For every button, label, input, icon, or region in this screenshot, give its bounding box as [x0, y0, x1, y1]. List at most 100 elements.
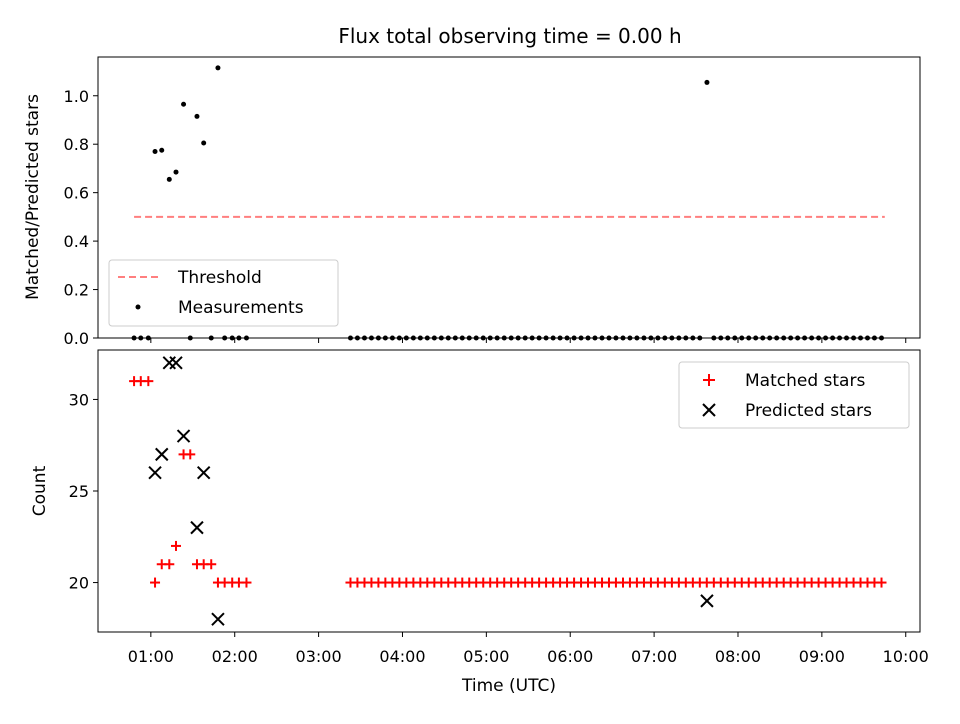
matched-star-point: [206, 559, 217, 570]
measurement-point: [592, 335, 598, 341]
measurement-point: [634, 335, 640, 341]
measurement-point: [809, 335, 815, 341]
measurement-point: [438, 335, 444, 341]
measurement-point: [494, 335, 500, 341]
measurement-point: [760, 335, 766, 341]
measurement-point: [851, 335, 857, 341]
measurement-point: [215, 65, 221, 71]
predicted-star-point: [211, 612, 225, 626]
measurement-point: [641, 335, 647, 341]
measurement-point: [557, 335, 563, 341]
measurement-point: [606, 335, 612, 341]
matched-star-point: [150, 577, 161, 588]
measurement-point: [864, 335, 870, 341]
measurement-point: [697, 335, 703, 341]
measurement-point: [222, 335, 228, 341]
bottom-legend: Matched stars Predicted stars: [678, 361, 910, 429]
measurement-point: [627, 335, 633, 341]
x-tick-label: 07:00: [631, 647, 677, 666]
x-tick-label: 10:00: [883, 647, 929, 666]
x-tick-label: 01:00: [128, 647, 174, 666]
measurement-point: [564, 335, 570, 341]
measurement-point: [368, 335, 374, 341]
top-legend: Threshold Measurements: [108, 259, 339, 327]
x-tick-label: 08:00: [715, 647, 761, 666]
measurement-point: [648, 335, 654, 341]
measurement-point: [788, 335, 794, 341]
top-y-tick-label: 1.0: [64, 87, 89, 106]
bottom-y-tick-label: 20: [69, 574, 89, 593]
measurement-point: [830, 335, 836, 341]
measurement-point: [718, 335, 724, 341]
x-tick-label: 03:00: [296, 647, 342, 666]
measurement-point: [159, 147, 165, 153]
predicted-star-point: [155, 447, 169, 462]
measurement-point: [844, 335, 850, 341]
bottom-legend-box: [678, 361, 910, 429]
measurement-point: [655, 335, 661, 341]
measurement-point: [145, 335, 151, 341]
x-axis-label: Time (UTC): [461, 676, 556, 696]
top-y-tick-label: 0.2: [64, 281, 89, 300]
measurement-point: [515, 335, 521, 341]
measurement-point: [487, 335, 493, 341]
bottom-panel: 20 25 30 01:00 02:00 03:00 04:00 05:00 06:00 07:…: [30, 349, 929, 696]
measurement-point: [466, 335, 472, 341]
top-y-tick-label: 0.8: [64, 135, 89, 154]
measurement-point: [676, 335, 682, 341]
predicted-star-point: [176, 429, 191, 443]
measurement-point: [152, 148, 158, 154]
top-y-tick-label: 0.4: [64, 232, 89, 251]
measurement-point: [683, 335, 689, 341]
measurement-point: [529, 335, 535, 341]
legend-predicted-label: Predicted stars: [745, 401, 872, 421]
measurement-point: [669, 335, 675, 341]
measurement-point: [774, 335, 780, 341]
measurement-point: [361, 335, 367, 341]
measurement-point: [711, 335, 717, 341]
measurement-point: [473, 335, 479, 341]
measurement-point: [229, 335, 235, 341]
matched-star-point: [143, 376, 154, 387]
bottom-y-axis-label: Count: [30, 465, 50, 516]
legend-matched-swatch: [703, 374, 715, 386]
measurement-point: [837, 335, 843, 341]
x-tick-label: 02:00: [212, 647, 258, 666]
bottom-y-tick-label: 25: [69, 482, 89, 501]
measurement-point: [816, 335, 822, 341]
measurement-point: [354, 335, 360, 341]
matched-star-point: [241, 577, 252, 588]
measurement-point: [243, 335, 249, 341]
measurement-point: [823, 335, 829, 341]
measurement-point: [480, 335, 486, 341]
measurement-point: [208, 335, 214, 341]
measurement-point: [571, 335, 577, 341]
measurement-point: [543, 335, 549, 341]
top-y-axis-label: Matched/Predicted stars: [23, 94, 43, 300]
measurement-point: [417, 335, 423, 341]
measurement-point: [795, 335, 801, 341]
predicted-star-point: [196, 465, 211, 480]
top-legend-box: [108, 259, 339, 327]
legend-measurements-label: Measurements: [178, 298, 304, 318]
bottom-y-tick-label: 30: [69, 390, 89, 409]
measurement-point: [536, 335, 542, 341]
measurement-point: [732, 335, 738, 341]
measurement-point: [802, 335, 808, 341]
measurement-point: [410, 335, 416, 341]
measurement-point: [508, 335, 514, 341]
measurement-point: [459, 335, 465, 341]
measurement-point: [403, 335, 409, 341]
top-panel: 0.0 0.2 0.4 0.6 0.8 1.0 Matched/Predicted sta…: [23, 56, 921, 348]
x-tick-label: 06:00: [547, 647, 593, 666]
measurement-point: [389, 335, 395, 341]
measurement-point: [382, 335, 388, 341]
top-y-tick-label: 0.0: [64, 329, 89, 348]
measurement-point: [871, 335, 877, 341]
measurement-point: [445, 335, 451, 341]
matched-star-point: [171, 540, 182, 551]
legend-measurements-swatch: [135, 304, 141, 310]
measurement-point: [620, 335, 626, 341]
predicted-star-point: [169, 356, 183, 370]
top-y-tick-label: 0.6: [64, 184, 89, 203]
